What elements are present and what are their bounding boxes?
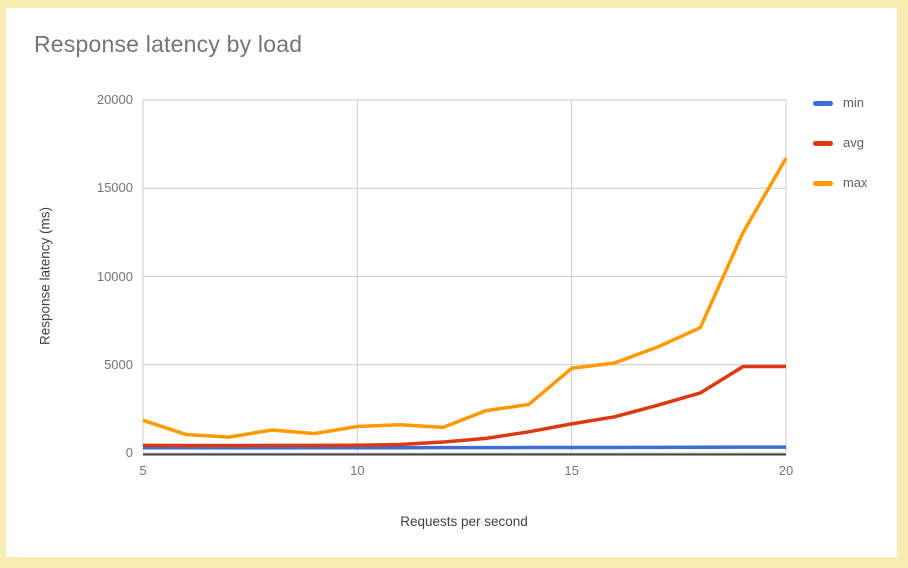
plot-border — [142, 99, 787, 454]
legend-label-min: min — [843, 95, 864, 110]
y-tick-label: 5000 — [104, 356, 133, 372]
y-axis-title: Response latency (ms) — [37, 206, 53, 346]
series-line-max — [142, 157, 788, 439]
x-axis-title: Requests per second — [400, 514, 528, 529]
legend-swatch-min-icon — [813, 100, 833, 106]
legend-item-max: max — [813, 175, 868, 191]
x-tick-label: 5 — [139, 463, 147, 478]
legend: min avg max — [813, 95, 868, 215]
x-tick-label: 15 — [564, 463, 579, 478]
legend-item-avg: avg — [813, 135, 868, 151]
y-tick-label: 10000 — [96, 268, 133, 284]
x-tick-label: 20 — [778, 463, 794, 478]
chart-title: Response latency by load — [34, 31, 303, 57]
legend-label-max: max — [843, 175, 868, 190]
legend-swatch-avg-icon — [813, 140, 833, 146]
y-tick-label: 15000 — [96, 180, 133, 196]
legend-label-avg: avg — [843, 135, 864, 150]
series-line-min — [142, 445, 787, 450]
series-line-avg — [142, 364, 786, 448]
legend-item-min: min — [813, 95, 868, 111]
x-tick-label: 10 — [350, 463, 365, 478]
y-tick-label: 20000 — [96, 92, 133, 107]
legend-swatch-max-icon — [813, 180, 833, 186]
y-tick-label: 0 — [125, 445, 133, 460]
